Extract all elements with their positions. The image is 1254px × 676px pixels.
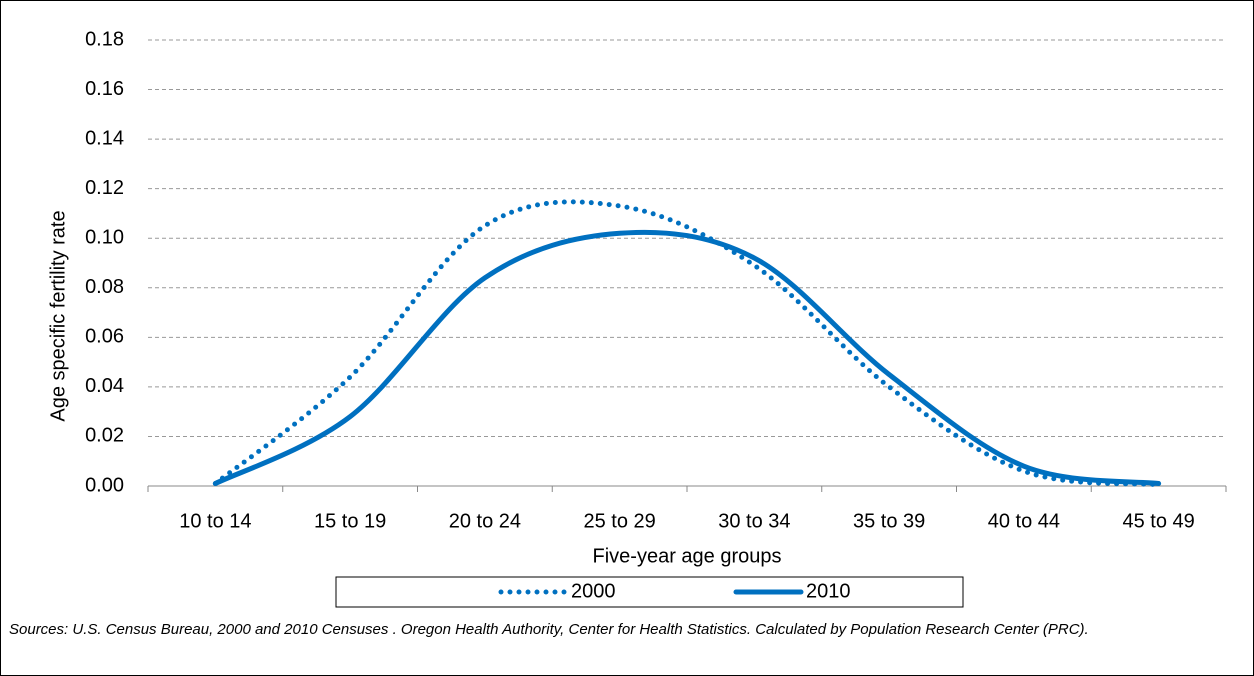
y-tick-label: 0.16 [85, 78, 124, 100]
x-tick-label: 25 to 29 [583, 510, 655, 532]
x-tick-label: 40 to 44 [988, 510, 1060, 532]
legend-box [335, 576, 964, 608]
y-tick-label: 0.02 [85, 425, 124, 447]
y-axis-label: Age specific fertility rate [47, 210, 69, 421]
legend-label: 2010 [806, 580, 851, 602]
y-tick-label: 0.14 [85, 127, 124, 149]
x-tick-label: 20 to 24 [449, 510, 521, 532]
line-series [212, 199, 1162, 488]
y-tick-label: 0.00 [85, 474, 124, 496]
x-tick-label: 15 to 19 [314, 510, 386, 532]
x-tick-label: 10 to 14 [179, 510, 251, 532]
line-series [212, 229, 1162, 487]
x-axis-label: Five-year age groups [593, 545, 782, 567]
x-tick-label: 35 to 39 [853, 510, 925, 532]
y-tick-label: 0.18 [85, 28, 124, 50]
y-tick-label: 0.04 [85, 375, 124, 397]
y-tick-label: 0.12 [85, 177, 124, 199]
x-tick-label: 45 to 49 [1122, 510, 1194, 532]
y-tick-label: 0.08 [85, 276, 124, 298]
legend-label: 2000 [571, 580, 616, 602]
y-tick-label: 0.06 [85, 326, 124, 348]
x-tick-label: 30 to 34 [718, 510, 790, 532]
source-note: Sources: U.S. Census Bureau, 2000 and 20… [9, 621, 1089, 638]
y-tick-label: 0.10 [85, 227, 124, 249]
